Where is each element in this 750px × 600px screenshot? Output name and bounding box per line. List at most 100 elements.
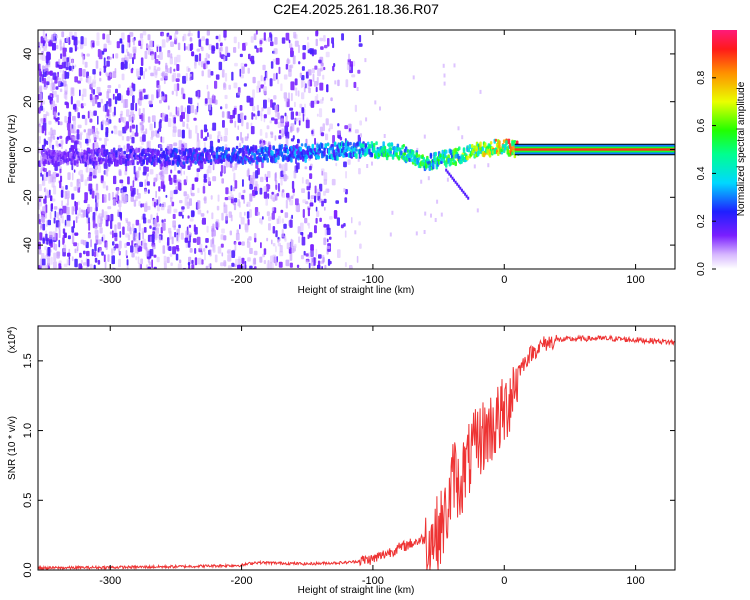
spectrogram-ridge-cell [382,141,385,147]
spectrogram-ridge-cell [150,161,154,166]
spectrogram-ridge-cell [459,186,462,190]
spectrogram-noise-cell [153,254,157,258]
spectrogram-ridge-cell [498,140,501,145]
spectrogram-ridge-cell [462,190,465,194]
spectrogram-noise-cell [58,58,61,65]
spectrogram-noise-cell [237,87,241,94]
spectrogram-ridge-cell [445,168,448,172]
spectrogram-noise-cell [184,237,189,243]
spectrogram-noise-cell [260,75,263,82]
spectrogram-ridge-cell [128,154,131,159]
spectrogram-noise-cell [266,125,270,130]
spectrogram-noise-cell [279,251,284,257]
spectrogram-noise-cell [51,203,53,210]
spectrogram-noise-cell [127,51,130,57]
spectrogram-noise-cell [83,37,87,47]
spectrogram-noise-cell [296,264,300,268]
spectrogram-noise-cell [106,34,110,43]
spectrogram-noise-cell [127,221,131,226]
spectrogram-noise-cell [96,131,100,135]
spectrogram-noise-cell [211,212,214,220]
spectrogram-noise-cell [74,201,76,207]
spectrogram-ridge-cell [484,142,487,148]
spectrogram-noise-cell [118,200,122,208]
spectrogram-noise-cell [94,226,98,233]
spectrogram-noise-cell [183,141,185,146]
spectrogram-noise-cell [298,236,301,243]
spectrogram-noise-cell [194,257,198,266]
spectrogram-noise-cell [41,258,46,266]
spectrogram-noise-cell [134,229,137,233]
spectrogram-ridge-cell [390,142,394,146]
spectrogram-noise-cell [284,212,289,218]
x-tick-label: 100 [626,274,644,286]
spectrogram-noise-cell [92,212,96,221]
spectrogram-noise-cell [131,240,134,246]
spectrogram-ridge-cell [88,147,91,153]
spectrogram-ridge-cell [222,158,226,162]
spectrogram-noise-cell [187,33,191,37]
spectrogram-noise-cell [98,137,102,141]
spectrogram-noise-cell [156,256,160,263]
spectrogram-noise-cell [231,262,235,267]
spectrogram-noise-cell [73,120,76,126]
spectrogram-noise-cell [309,48,313,54]
spectrogram-noise-cell [99,77,102,82]
spectrogram-noise-cell [140,258,143,265]
spectrogram-noise-cell [62,205,67,214]
spectrogram-noise-cell [51,78,53,88]
spectrogram-noise-cell [161,112,164,122]
spectrogram-noise-cell [89,93,93,101]
spectrogram-noise-cell [315,38,318,47]
spectrogram-noise-cell [239,211,242,218]
spectrogram-ridge-cell [253,154,256,160]
spectrogram-ridge-cell [355,153,358,159]
spectrogram-noise-cell [391,210,394,215]
spectrogram-noise-cell [42,100,45,105]
spectrogram-ridge-cell [94,156,97,160]
spectrogram-noise-cell [52,90,54,95]
spectrogram-noise-cell [306,185,311,191]
spectrogram-ridge-cell [157,150,161,155]
spectrogram-ridge-cell [142,159,145,165]
spectrogram-ridge-cell [383,145,387,152]
spectrogram-noise-cell [88,138,91,143]
spectrogram-noise-cell [218,61,223,71]
spectrogram-noise-cell [92,42,95,48]
spectrogram-noise-cell [349,128,351,132]
spectrogram-noise-cell [63,93,67,99]
spectrogram-noise-cell [107,88,111,94]
spectrogram-noise-cell [97,239,102,245]
spectrogram-noise-cell [234,62,238,67]
spectrogram-noise-cell [207,165,212,174]
spectrogram-noise-cell [210,71,214,76]
spectrogram-noise-cell [275,72,278,80]
spectrogram-noise-cell [226,111,230,119]
spectrogram-noise-cell [275,195,278,201]
spectrogram-noise-cell [434,218,437,222]
spectrogram-noise-cell [237,198,240,207]
spectrogram-noise-cell [153,181,156,187]
spectrogram-noise-cell [324,206,326,211]
x-tick-label: -200 [231,274,253,286]
spectrogram-noise-cell [307,69,312,76]
spectrogram-noise-cell [79,169,83,177]
spectrogram-ridge-cell [137,147,141,153]
spectrogram-noise-cell [319,82,324,91]
spectrogram-noise-cell [104,261,107,269]
spectrogram-ridge-cell [510,146,513,152]
spectrogram-ridge-cell [200,160,203,164]
spectrogram-noise-cell [180,232,184,240]
spectrogram-noise-cell [167,237,170,246]
spectrogram-noise-cell [148,66,151,70]
spectrogram-noise-cell [300,222,304,231]
spectrogram-noise-cell [47,112,50,117]
spectrogram-noise-cell [66,192,70,199]
spectrogram-noise-cell [312,73,315,82]
spectrogram-noise-cell [221,212,224,221]
spectrogram-noise-cell [78,171,80,175]
spectrogram-x-label: Height of straight line (km) [298,285,415,296]
spectrogram-noise-cell [121,32,125,40]
spectrogram-ridge-cell [358,148,362,154]
spectrogram-noise-cell [217,194,220,202]
